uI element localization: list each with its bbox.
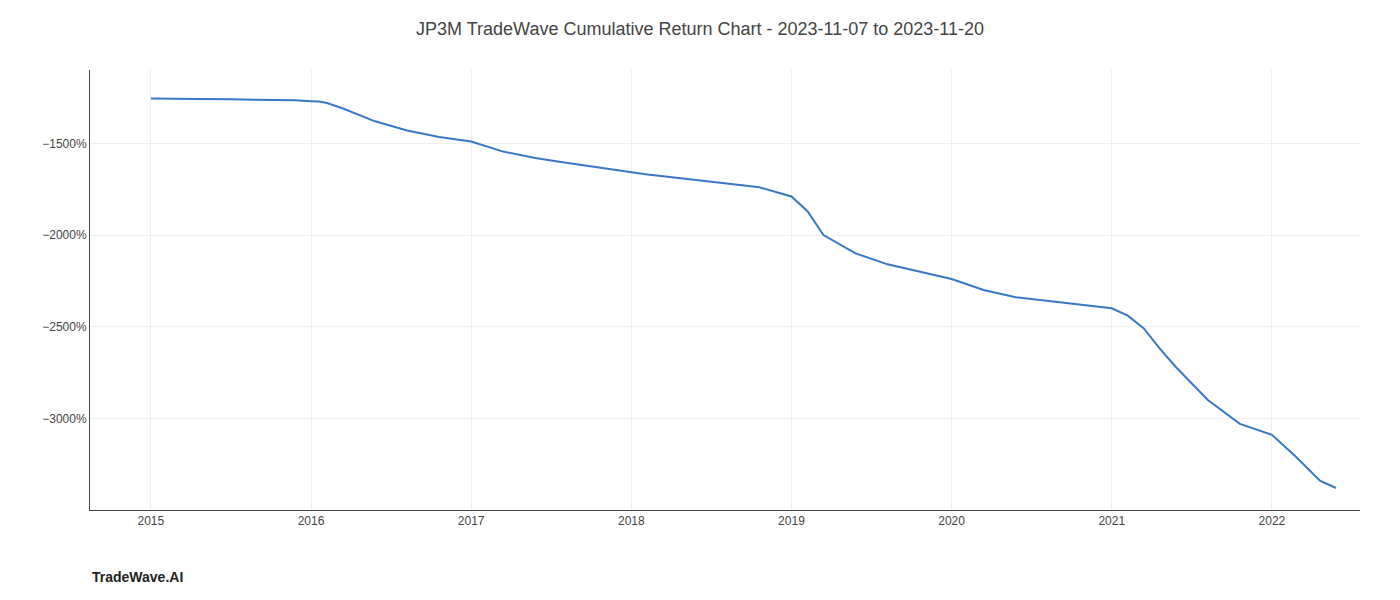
svg-text:−2000%: −2000% — [42, 228, 87, 242]
svg-text:2016: 2016 — [298, 514, 325, 528]
svg-text:2015: 2015 — [138, 514, 165, 528]
svg-text:2018: 2018 — [618, 514, 645, 528]
svg-text:2022: 2022 — [1259, 514, 1286, 528]
svg-text:2021: 2021 — [1098, 514, 1125, 528]
svg-text:−1500%: −1500% — [42, 137, 87, 151]
svg-text:JP3M TradeWave Cumulative Retu: JP3M TradeWave Cumulative Return Chart -… — [416, 19, 984, 39]
svg-text:2019: 2019 — [778, 514, 805, 528]
svg-text:TradeWave.AI: TradeWave.AI — [92, 569, 183, 585]
svg-text:−3000%: −3000% — [42, 412, 87, 426]
svg-text:2020: 2020 — [938, 514, 965, 528]
svg-text:2017: 2017 — [458, 514, 485, 528]
svg-text:−2500%: −2500% — [42, 320, 87, 334]
